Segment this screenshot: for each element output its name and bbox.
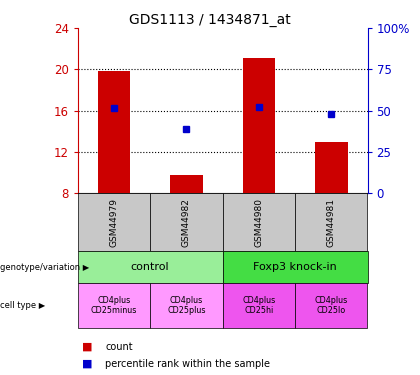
Bar: [97, 71, 130, 193]
Text: CD4plus
CD25plus: CD4plus CD25plus: [167, 296, 206, 315]
Text: cell type ▶: cell type ▶: [0, 301, 45, 310]
Text: CD4plus
CD25minus: CD4plus CD25minus: [91, 296, 137, 315]
Text: CD4plus
CD25lo: CD4plus CD25lo: [315, 296, 348, 315]
Bar: [242, 58, 275, 193]
Text: GDS1113 / 1434871_at: GDS1113 / 1434871_at: [129, 13, 291, 27]
Text: ■: ■: [82, 359, 92, 369]
Bar: [170, 175, 203, 193]
Text: GSM44981: GSM44981: [327, 198, 336, 247]
Text: GSM44980: GSM44980: [255, 198, 263, 247]
Text: percentile rank within the sample: percentile rank within the sample: [105, 359, 270, 369]
Text: control: control: [131, 262, 169, 272]
Bar: [315, 142, 348, 193]
Text: genotype/variation ▶: genotype/variation ▶: [0, 263, 89, 272]
Text: ■: ■: [82, 342, 92, 352]
Text: CD4plus
CD25hi: CD4plus CD25hi: [242, 296, 276, 315]
Text: Foxp3 knock-in: Foxp3 knock-in: [253, 262, 337, 272]
Text: count: count: [105, 342, 133, 352]
Text: GSM44979: GSM44979: [110, 198, 118, 247]
Text: GSM44982: GSM44982: [182, 198, 191, 247]
